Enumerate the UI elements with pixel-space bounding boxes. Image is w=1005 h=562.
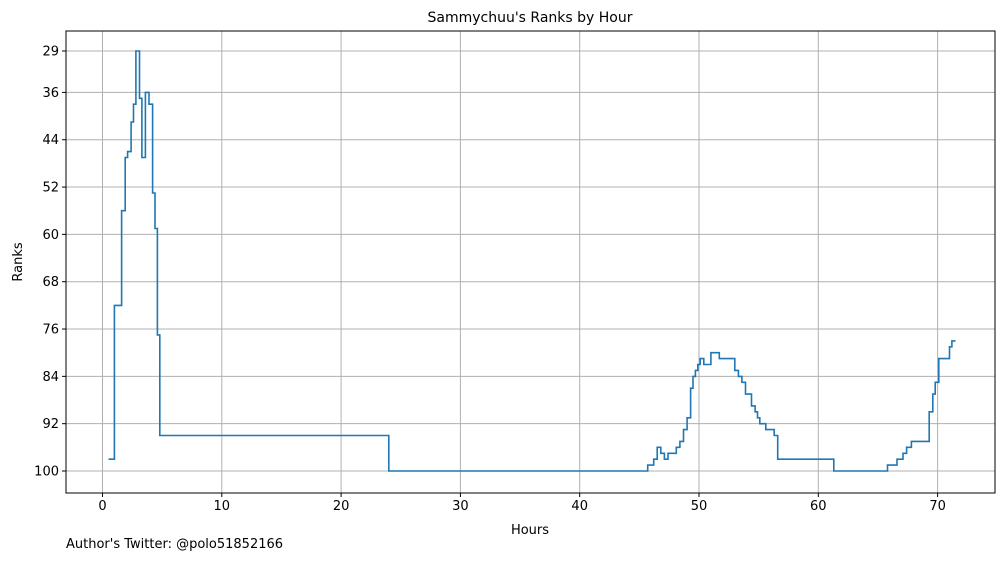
x-tick-label: 40	[571, 499, 588, 514]
x-axis: 0 10 20 30 40 50 60 70	[98, 493, 946, 514]
y-tick-label: 76	[42, 323, 59, 338]
x-tick-label: 30	[452, 499, 469, 514]
author-credit: Author's Twitter: @polo51852166	[66, 537, 284, 552]
rank-series-line	[108, 50, 956, 472]
x-tick-label: 10	[214, 499, 231, 514]
x-tick-label: 70	[929, 499, 946, 514]
y-tick-label: 84	[42, 370, 59, 385]
x-tick-label: 0	[98, 499, 106, 514]
y-tick-label: 52	[42, 181, 59, 196]
y-tick-label: 100	[34, 465, 59, 480]
y-tick-label: 92	[42, 417, 59, 432]
y-tick-label: 44	[42, 133, 59, 148]
y-tick-label: 60	[42, 228, 59, 243]
y-axis-label: Ranks	[11, 242, 26, 281]
y-axis: 29 36 44 52 60 68 76 84 92 100	[34, 45, 66, 480]
x-tick-label: 50	[691, 499, 708, 514]
x-tick-label: 60	[810, 499, 827, 514]
plot-area	[65, 30, 996, 494]
x-axis-label: Hours	[511, 523, 549, 538]
y-tick-label: 36	[42, 86, 59, 101]
grid	[66, 31, 995, 493]
x-tick-label: 20	[333, 499, 350, 514]
chart-title: Sammychuu's Ranks by Hour	[427, 10, 632, 26]
y-tick-label: 29	[42, 45, 59, 60]
y-tick-label: 68	[42, 275, 59, 290]
